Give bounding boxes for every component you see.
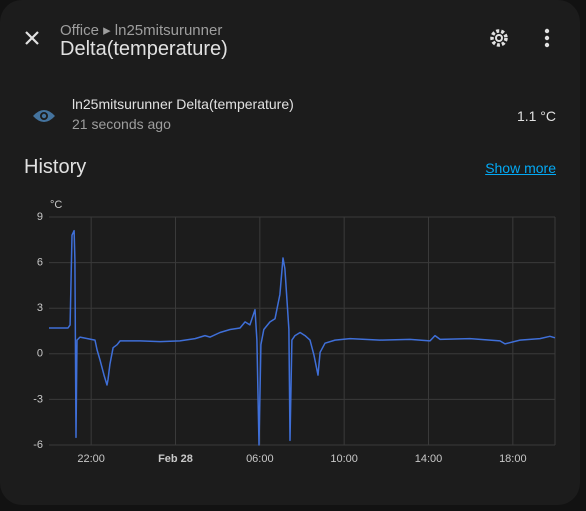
y-tick-label: 3 [37, 302, 43, 314]
dialog-title: Delta(temperature) [60, 38, 228, 60]
x-tick-label: Feb 28 [158, 453, 193, 465]
y-tick-label: 0 [37, 348, 43, 360]
y-tick-label: -6 [33, 439, 43, 451]
menu-dot [544, 42, 550, 48]
series-line [49, 229, 556, 446]
gear-icon [495, 34, 503, 42]
show-more-link[interactable]: Show more [485, 160, 556, 176]
eye-icon [33, 110, 55, 122]
y-tick-label: 9 [37, 211, 43, 223]
chart: °C -6 -3 0 3 6 9 22:00 Feb 28 06:00 10:00 14:00 18:… [25, 28, 556, 465]
x-tick-label: 18:00 [499, 453, 527, 465]
x-tick-label: 06:00 [246, 453, 274, 465]
menu-dot [544, 28, 550, 34]
x-tick-label: 14:00 [415, 453, 443, 465]
dialog: °C -6 -3 0 3 6 9 22:00 Feb 28 06:00 10:00 14:00 18:… [24, 22, 556, 465]
close-button[interactable] [25, 31, 39, 45]
settings-button[interactable] [490, 29, 508, 47]
entity-name: ln25mitsurunner Delta(temperature) [72, 96, 294, 112]
y-tick-label: 6 [37, 257, 43, 269]
eye-pupil [41, 113, 47, 119]
menu-button[interactable] [544, 28, 550, 48]
entity-state: 1.1 °C [516, 108, 556, 124]
gear-icon [490, 29, 508, 47]
close-icon [25, 31, 39, 45]
y-unit: °C [50, 199, 62, 211]
x-tick-label: 10:00 [330, 453, 358, 465]
breadcrumb: Office ▸ ln25mitsurunner [60, 22, 223, 39]
section-title: History [24, 156, 87, 178]
menu-dot [544, 35, 550, 41]
y-tick-label: -3 [33, 393, 43, 405]
x-tick-label: 22:00 [77, 453, 105, 465]
last-changed: 21 seconds ago [72, 116, 171, 132]
